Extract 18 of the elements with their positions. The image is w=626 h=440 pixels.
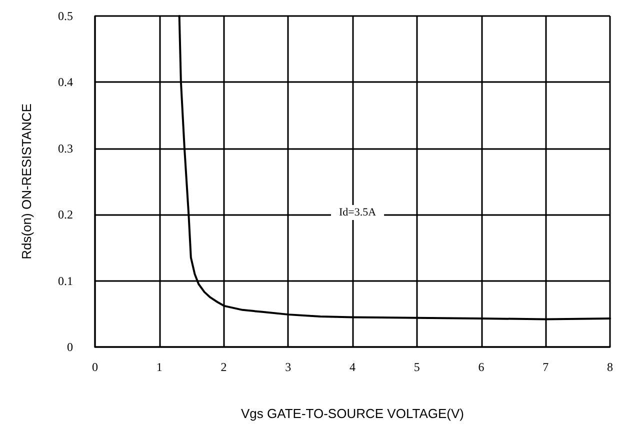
x-tick-label: 4: [350, 360, 356, 374]
x-tick-label: 6: [478, 360, 484, 374]
y-axis-title: Rds(on) ON-RESISTANCE: [19, 103, 34, 260]
annotation: Id=3.5A: [339, 206, 376, 218]
y-tick-label: 0: [67, 340, 73, 354]
x-axis-title: Vgs GATE-TO-SOURCE VOLTAGE(V): [241, 406, 464, 421]
y-tick-label: 0.5: [58, 9, 73, 23]
x-tick-label: 2: [220, 360, 227, 374]
x-tick-label: 3: [285, 360, 292, 374]
y-tick-label: 0.2: [58, 208, 73, 222]
y-tick-label: 0.4: [58, 75, 73, 90]
x-tick-label: 7: [542, 360, 549, 374]
y-tick-label: 0.3: [58, 141, 73, 156]
x-tick-label: 5: [414, 360, 420, 374]
x-tick-label: 1: [156, 360, 162, 374]
y-tick-label: 0.1: [58, 274, 73, 288]
x-tick-label: 0: [92, 360, 98, 374]
x-tick-label: 8: [607, 360, 613, 374]
